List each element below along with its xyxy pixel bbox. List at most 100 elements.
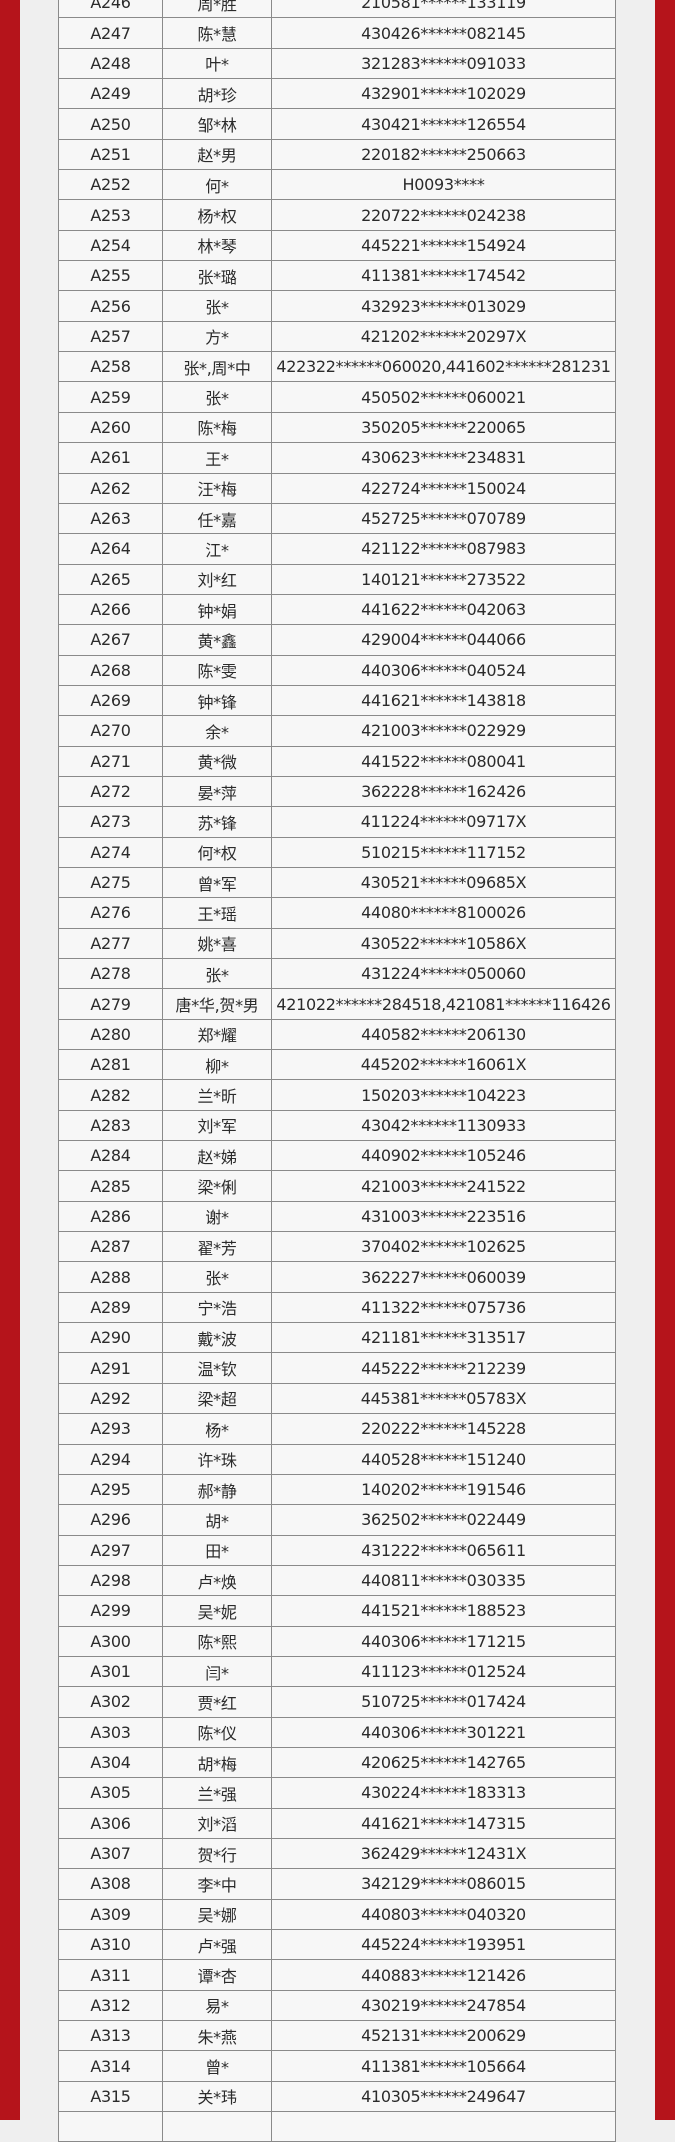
table-row: A315 关*玮 410305******249647 xyxy=(58,2080,616,2113)
row-name: 王* xyxy=(162,442,272,474)
row-id-number: 431003******223516 xyxy=(271,1200,616,1233)
row-name: 陈*熙 xyxy=(162,1625,272,1657)
row-name: 兰*昕 xyxy=(162,1079,272,1111)
row-id: A263 xyxy=(58,502,163,535)
row-id-number: 445202******16061X xyxy=(271,1049,616,1081)
row-name: 谢* xyxy=(162,1200,272,1233)
row-id-number: 450502******060021 xyxy=(271,381,616,413)
row-id-number: 430421******126554 xyxy=(271,108,616,140)
table-row: A270 余* 421003******022929 xyxy=(58,715,616,747)
row-name: 兰*强 xyxy=(162,1777,272,1809)
row-name: 贾*红 xyxy=(162,1686,272,1718)
row-id-number: 220222******145228 xyxy=(271,1413,616,1445)
row-id-number: 440803******040320 xyxy=(271,1898,616,1931)
row-id: A280 xyxy=(58,1018,163,1051)
table-row: A278 张* 431224******050060 xyxy=(58,957,616,990)
table-row: A281 柳* 445202******16061X xyxy=(58,1049,616,1081)
row-id: A296 xyxy=(58,1504,163,1536)
row-id: A257 xyxy=(58,320,163,353)
row-name: 张*,周*中 xyxy=(162,351,272,383)
row-id: A290 xyxy=(58,1322,163,1354)
table-row: A304 胡*梅 420625******142765 xyxy=(58,1746,616,1779)
row-id: A268 xyxy=(58,654,163,686)
row-id-number: 440582******206130 xyxy=(271,1018,616,1051)
table-row: A261 王* 430623******234831 xyxy=(58,442,616,474)
row-id: A291 xyxy=(58,1352,163,1384)
row-id: A259 xyxy=(58,381,163,413)
row-name: 杨*权 xyxy=(162,199,272,231)
table-row: A300 陈*熙 440306******171215 xyxy=(58,1625,616,1657)
row-id-number: 362228******162426 xyxy=(271,775,616,808)
row-id-number: 452131******200629 xyxy=(271,2020,616,2052)
table-row: A279 唐*华,贺*男 421022******284518,421081****… xyxy=(58,988,616,1020)
row-name: 易* xyxy=(162,1989,272,2022)
table-row: A254 林*琴 445221******154924 xyxy=(58,229,616,262)
row-id-number: 441621******147315 xyxy=(271,1807,616,1839)
row-name: 何* xyxy=(162,169,272,201)
row-id-number: 452725******070789 xyxy=(271,502,616,535)
row-id-number: 445222******212239 xyxy=(271,1352,616,1384)
row-id: A282 xyxy=(58,1079,163,1111)
row-name: 叶* xyxy=(162,47,272,80)
row-name: 梁*超 xyxy=(162,1382,272,1415)
table-row: A313 朱*燕 452131******200629 xyxy=(58,2020,616,2052)
row-name: 苏*锋 xyxy=(162,806,272,838)
table-row: A286 谢* 431003******223516 xyxy=(58,1200,616,1233)
row-name: 赵*男 xyxy=(162,138,272,171)
list-table: A246 周*胜 210581******133119 A247 陈*慧 430426**… xyxy=(58,0,616,2142)
row-id-number: 441521******188523 xyxy=(271,1595,616,1627)
table-row: A287 翟*芳 370402******102625 xyxy=(58,1231,616,1263)
row-id-number: H0093**** xyxy=(271,169,616,201)
table-row: A289 宁*浩 411322******075736 xyxy=(58,1291,616,1324)
row-id-number: 411123******012524 xyxy=(271,1655,616,1688)
table-row: A263 任*嘉 452725******070789 xyxy=(58,502,616,535)
row-id: A307 xyxy=(58,1837,163,1870)
row-id: A285 xyxy=(58,1170,163,1202)
row-id: A301 xyxy=(58,1655,163,1688)
row-id: A253 xyxy=(58,199,163,231)
table-row: A307 贺*行 362429******12431X xyxy=(58,1837,616,1870)
table-row: A257 方* 421202******20297X xyxy=(58,320,616,353)
row-id-number: 220182******250663 xyxy=(271,138,616,171)
row-name: 戴*波 xyxy=(162,1322,272,1354)
row-id: A276 xyxy=(58,897,163,929)
table-row: A298 卢*焕 440811******030335 xyxy=(58,1564,616,1597)
row-id-number: 362429******12431X xyxy=(271,1837,616,1870)
table-row: A248 叶* 321283******091033 xyxy=(58,47,616,80)
row-name: 钟*锋 xyxy=(162,684,272,717)
row-name: 卢*强 xyxy=(162,1928,272,1961)
row-id: A249 xyxy=(58,78,163,110)
row-id: A252 xyxy=(58,169,163,201)
table-row: A290 戴*波 421181******313517 xyxy=(58,1322,616,1354)
table-row: A305 兰*强 430224******183313 xyxy=(58,1777,616,1809)
table-row: A283 刘*军 43042******1130933 xyxy=(58,1109,616,1142)
row-id: A288 xyxy=(58,1261,163,1293)
row-id: A309 xyxy=(58,1898,163,1931)
row-id: A302 xyxy=(58,1686,163,1718)
row-name: 吴*妮 xyxy=(162,1595,272,1627)
table-row: A296 胡* 362502******022449 xyxy=(58,1504,616,1536)
table-row: A275 曾*军 430521******09685X xyxy=(58,866,616,899)
row-name: 杨* xyxy=(162,1413,272,1445)
row-id-number: 440306******040524 xyxy=(271,654,616,686)
row-id-number: 421181******313517 xyxy=(271,1322,616,1354)
table-row: A249 胡*珍 432901******102029 xyxy=(58,78,616,110)
table-row: A311 谭*杏 440883******121426 xyxy=(58,1959,616,1991)
row-name: 汪*梅 xyxy=(162,472,272,504)
table-row: A280 郑*耀 440582******206130 xyxy=(58,1018,616,1051)
row-id: A297 xyxy=(58,1534,163,1566)
empty-cell xyxy=(162,2111,272,2142)
row-name: 江* xyxy=(162,533,272,565)
table-row: A282 兰*昕 150203******104223 xyxy=(58,1079,616,1111)
row-id: A298 xyxy=(58,1564,163,1597)
row-id-number: 440883******121426 xyxy=(271,1959,616,1991)
row-id: A261 xyxy=(58,442,163,474)
row-id-number: 410305******249647 xyxy=(271,2080,616,2113)
row-name: 关*玮 xyxy=(162,2080,272,2113)
row-id: A265 xyxy=(58,563,163,595)
table-row: A252 何* H0093**** xyxy=(58,169,616,201)
row-id: A313 xyxy=(58,2020,163,2052)
row-name: 柳* xyxy=(162,1049,272,1081)
row-id: A248 xyxy=(58,47,163,80)
row-id-number: 44080******8100026 xyxy=(271,897,616,929)
